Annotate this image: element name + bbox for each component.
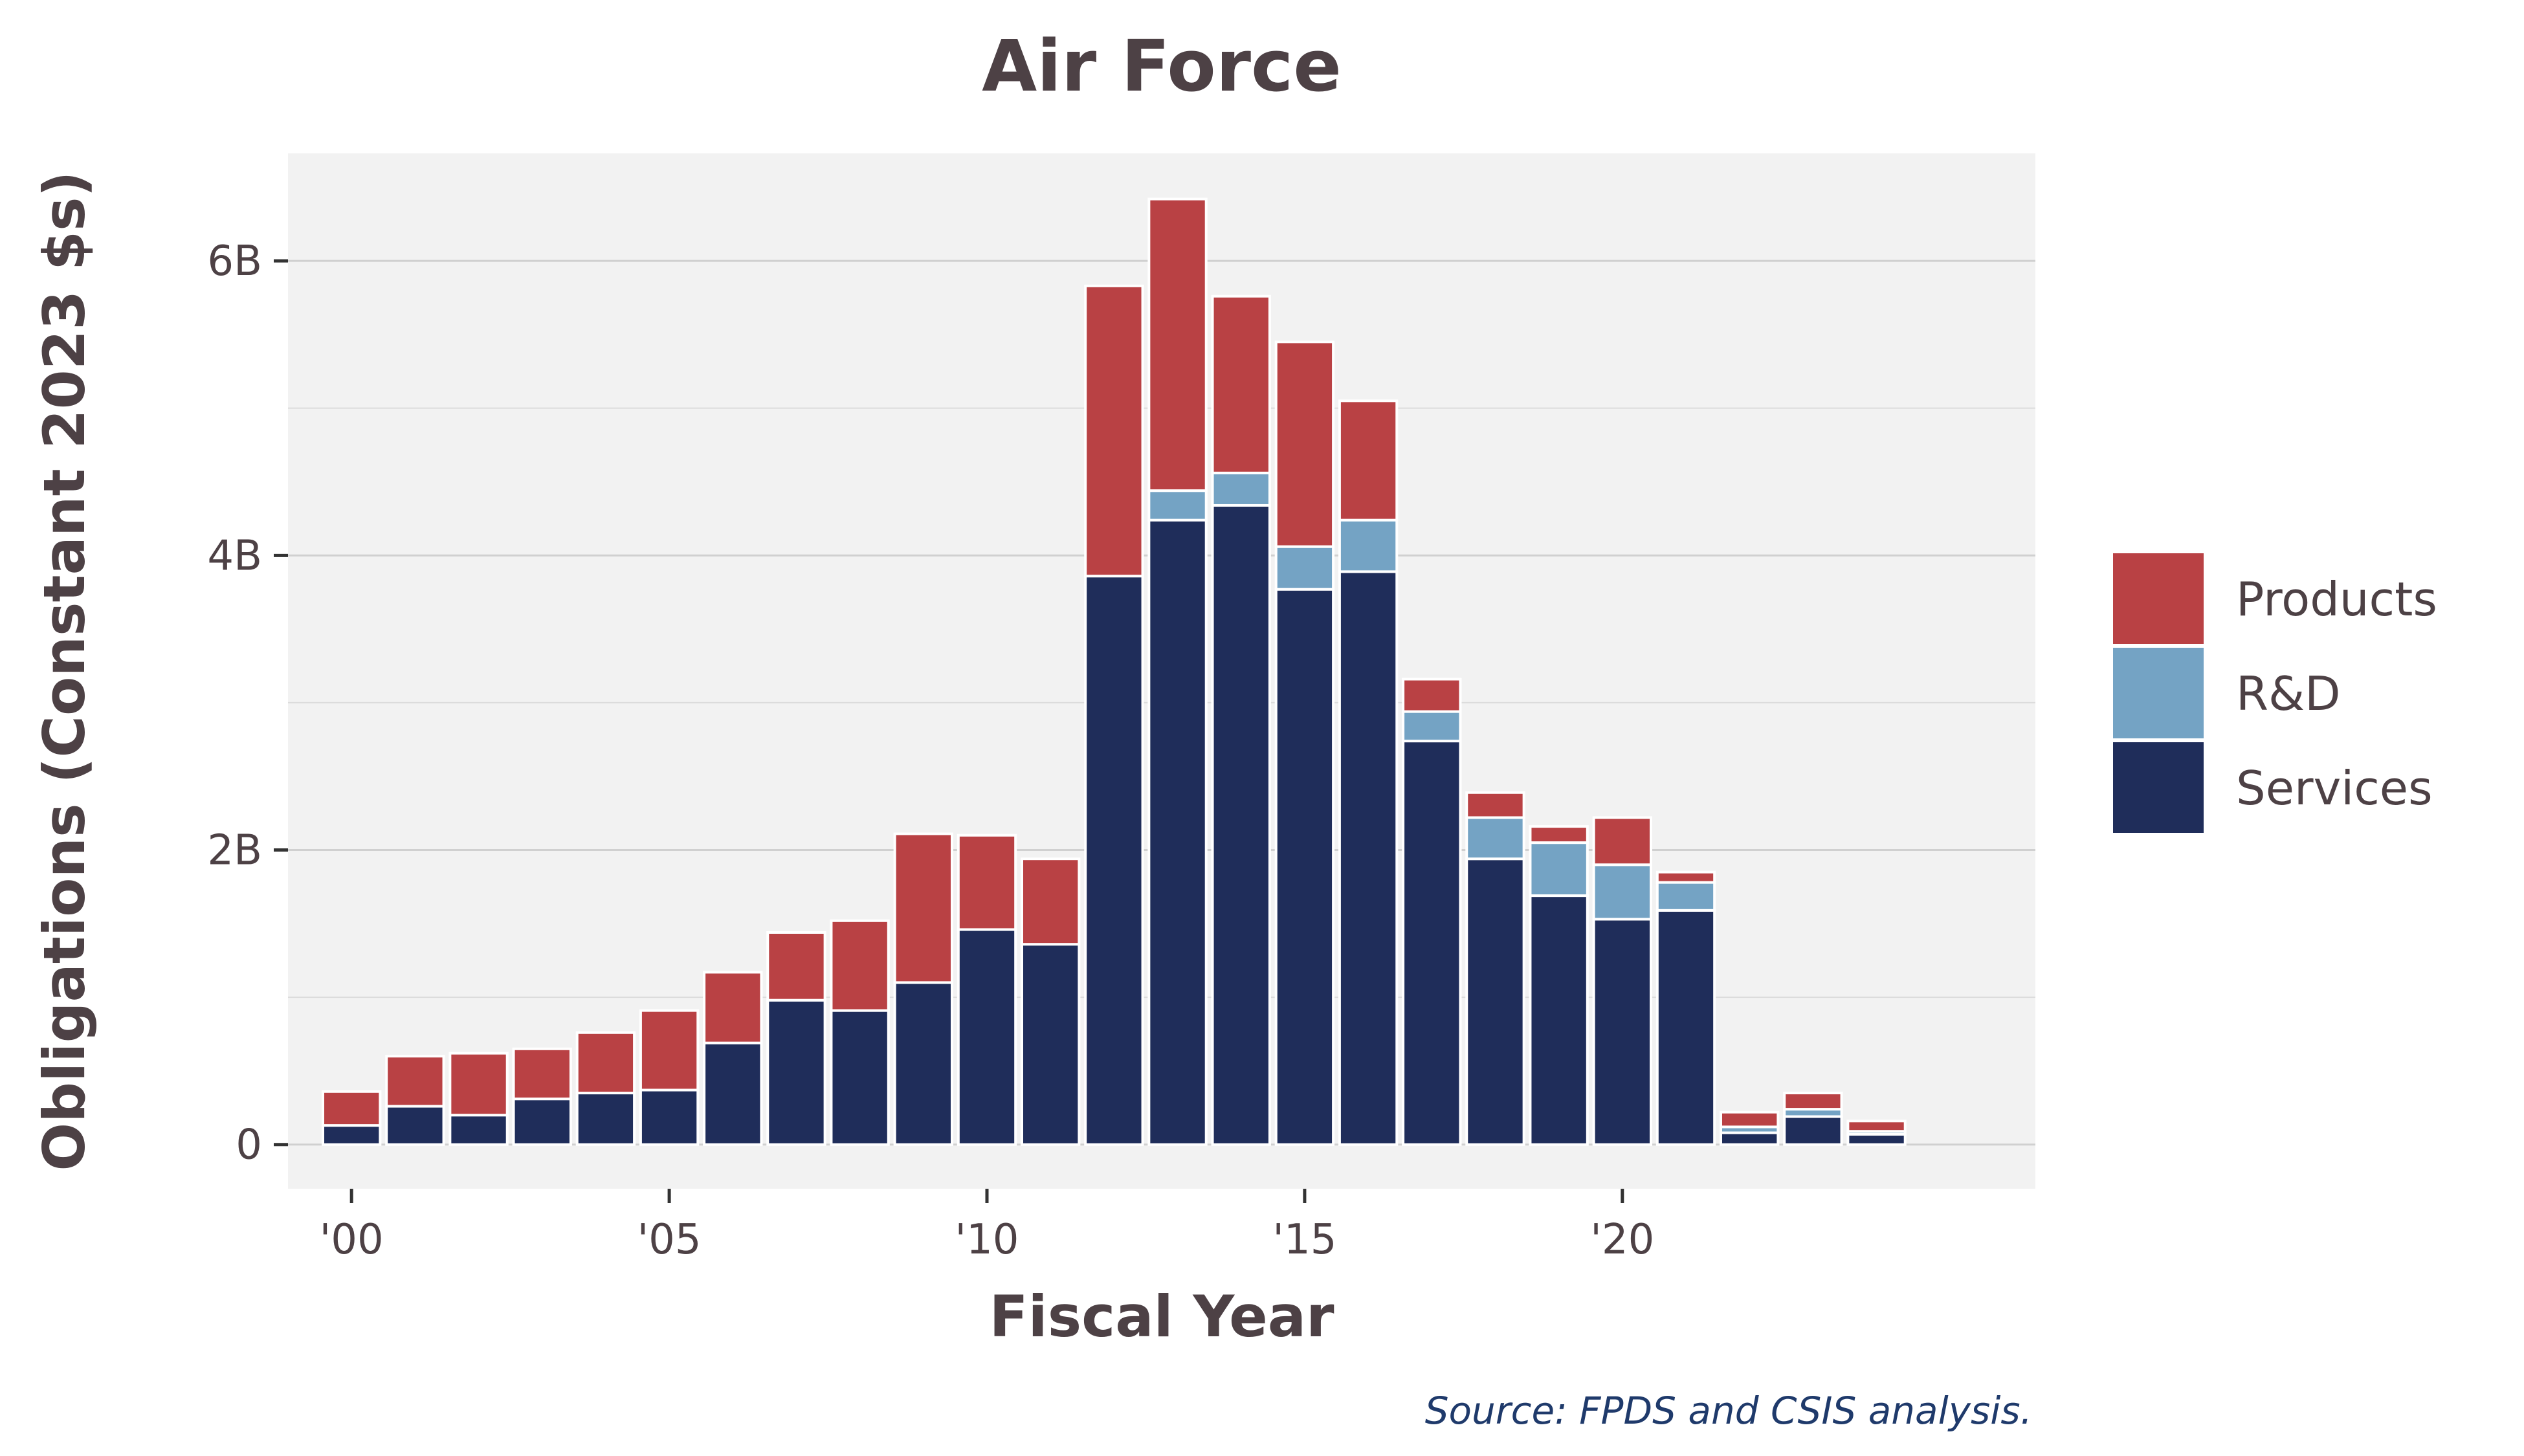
legend-label-services: Services xyxy=(2236,761,2433,815)
bar-services-2023 xyxy=(1783,1115,1843,1146)
x-axis: '00 '05 '10 '15 '20 xyxy=(320,1189,1654,1264)
bar-products-2018 xyxy=(1465,791,1525,819)
bar-rd-2015 xyxy=(1274,545,1335,591)
bar-services-2008 xyxy=(830,1009,890,1146)
bar-products-2000 xyxy=(322,1090,382,1127)
bar-services-2000 xyxy=(322,1124,382,1146)
bar-rd-2018 xyxy=(1465,816,1525,861)
bar-products-2021 xyxy=(1655,870,1716,884)
bar-services-2012 xyxy=(1084,575,1144,1146)
x-tick-label: '20 xyxy=(1590,1216,1654,1264)
bar-rd-2021 xyxy=(1655,881,1716,912)
y-tick-label: 0 xyxy=(236,1121,262,1169)
legend-key-products xyxy=(2113,553,2204,644)
bar-products-2007 xyxy=(766,931,826,1002)
legend-key-rd xyxy=(2113,648,2204,738)
bar-services-2017 xyxy=(1402,740,1462,1146)
bar-products-2015 xyxy=(1274,340,1335,548)
legend-key-services xyxy=(2113,742,2204,833)
bar-rd-2013 xyxy=(1147,489,1208,522)
bar-services-2016 xyxy=(1338,570,1399,1146)
bar-rd-2017 xyxy=(1402,710,1462,743)
bar-products-2017 xyxy=(1402,678,1462,713)
bar-services-2004 xyxy=(575,1092,636,1146)
y-axis: 0 2B 4B 6B xyxy=(207,237,288,1169)
bar-rd-2020 xyxy=(1592,863,1653,921)
bar-services-2024 xyxy=(1846,1132,1907,1146)
bar-services-2005 xyxy=(639,1088,700,1146)
bars xyxy=(322,197,1907,1146)
bar-products-2008 xyxy=(830,919,890,1012)
bar-products-2023 xyxy=(1783,1092,1843,1111)
bar-services-2007 xyxy=(766,998,826,1146)
bar-products-2016 xyxy=(1338,399,1399,522)
bar-products-2019 xyxy=(1529,825,1589,844)
bar-services-2018 xyxy=(1465,857,1525,1146)
y-tick-label: 2B xyxy=(207,827,262,875)
bar-products-2024 xyxy=(1846,1120,1907,1133)
x-tick-label: '05 xyxy=(637,1216,702,1264)
bar-products-2014 xyxy=(1211,294,1271,474)
bar-products-2020 xyxy=(1592,816,1653,866)
bar-products-2011 xyxy=(1021,857,1081,946)
legend-label-products: Products xyxy=(2236,572,2437,626)
legend-label-rd: R&D xyxy=(2236,667,2341,721)
bar-products-2013 xyxy=(1147,197,1208,492)
bar-products-2003 xyxy=(512,1047,572,1101)
bar-services-2001 xyxy=(385,1105,445,1146)
bar-services-2019 xyxy=(1529,894,1589,1146)
x-axis-title: Fiscal Year xyxy=(989,1283,1334,1350)
bar-products-2010 xyxy=(957,833,1017,931)
bar-rd-2019 xyxy=(1529,841,1589,898)
bar-products-2002 xyxy=(448,1052,509,1117)
bar-services-2006 xyxy=(703,1041,763,1146)
bar-rd-2016 xyxy=(1338,518,1399,573)
source-note: Source: FPDS and CSIS analysis. xyxy=(1425,1389,2032,1433)
bar-products-2005 xyxy=(639,1009,700,1092)
bar-services-2021 xyxy=(1655,909,1716,1146)
bar-products-2009 xyxy=(893,832,953,984)
bar-services-2013 xyxy=(1147,518,1208,1146)
bar-services-2003 xyxy=(512,1098,572,1146)
x-tick-label: '15 xyxy=(1272,1216,1336,1264)
bar-services-2009 xyxy=(893,981,953,1146)
bar-products-2022 xyxy=(1720,1110,1780,1129)
bar-services-2015 xyxy=(1274,588,1335,1146)
y-axis-title: Obligations (Constant 2023 $s) xyxy=(31,171,98,1171)
y-tick-label: 6B xyxy=(207,237,262,285)
bar-products-2006 xyxy=(703,971,763,1044)
bar-services-2022 xyxy=(1720,1131,1780,1146)
x-tick-label: '00 xyxy=(320,1216,384,1264)
bar-services-2010 xyxy=(957,928,1017,1146)
y-tick-label: 4B xyxy=(207,532,262,580)
x-tick-label: '10 xyxy=(955,1216,1019,1264)
bar-services-2020 xyxy=(1592,918,1653,1146)
bar-services-2014 xyxy=(1211,503,1271,1146)
chart-title: Air Force xyxy=(982,25,1342,107)
bar-products-2004 xyxy=(575,1031,636,1095)
bar-products-2012 xyxy=(1084,284,1144,578)
bar-services-2002 xyxy=(448,1114,509,1146)
legend: Products R&D Services xyxy=(2113,553,2437,833)
bar-services-2011 xyxy=(1021,943,1081,1146)
bar-rd-2014 xyxy=(1211,471,1271,507)
bar-products-2001 xyxy=(385,1055,445,1108)
